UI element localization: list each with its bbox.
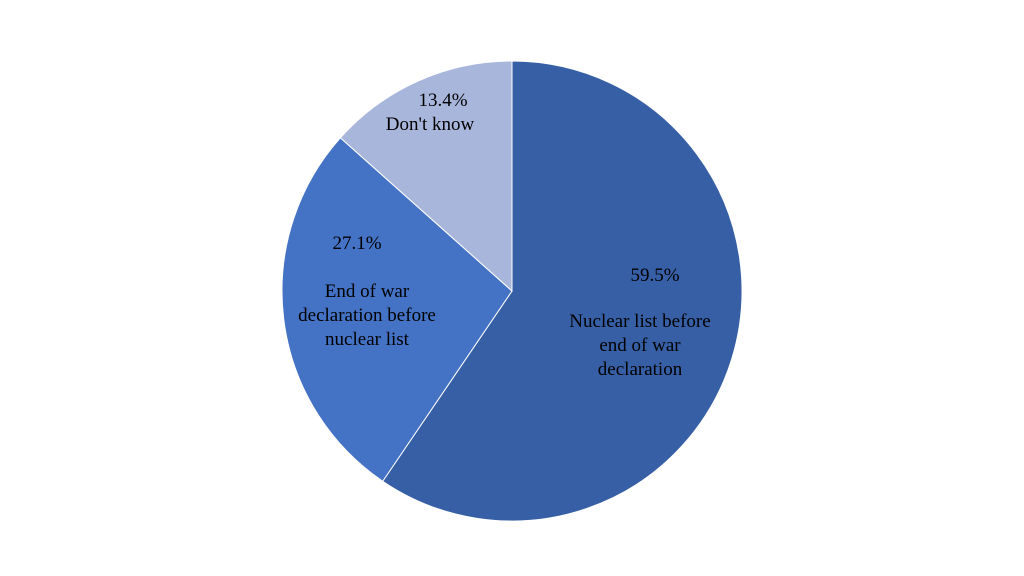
category-label: Don't know [385, 114, 475, 135]
value-label: 59.5% [630, 265, 680, 286]
pie-slice [339, 60, 513, 293]
category-label: End of war declaration before nuclear li… [298, 281, 436, 350]
value-label: 13.4% [418, 90, 468, 111]
pie-slice [382, 60, 743, 522]
value-label: 27.1% [332, 233, 382, 254]
pie-slice [281, 137, 513, 482]
category-label: Nuclear list before end of war declarati… [569, 311, 711, 380]
